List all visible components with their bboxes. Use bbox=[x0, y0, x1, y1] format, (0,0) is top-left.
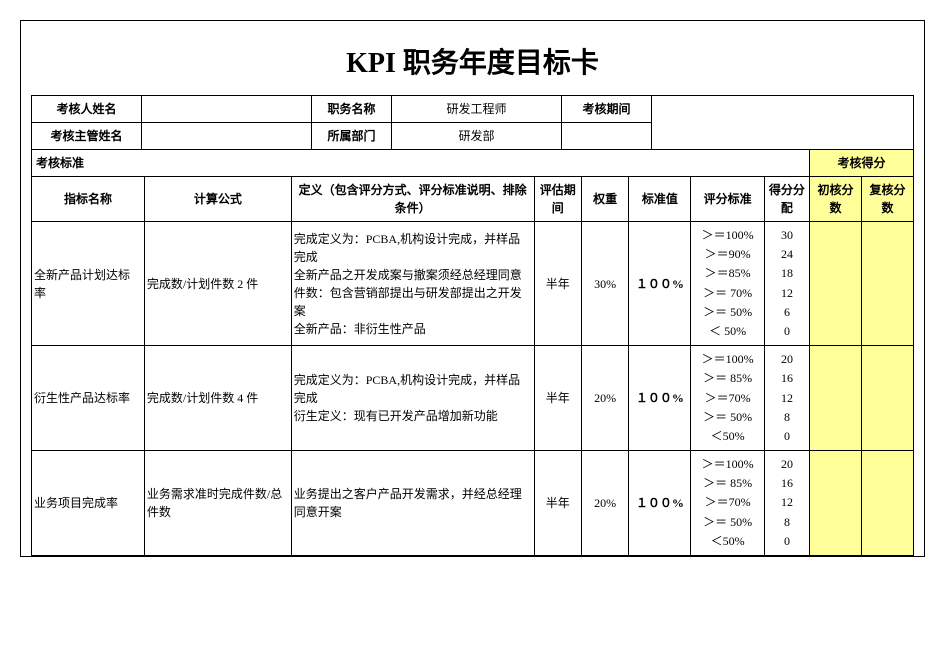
scoring-pts: 30 bbox=[767, 226, 807, 245]
scoring-pts: 16 bbox=[767, 474, 807, 493]
cell-score-alloc: 20161280 bbox=[764, 346, 809, 451]
label-period: 考核期间 bbox=[562, 96, 652, 123]
scoring-pts-list: 20161280 bbox=[767, 455, 807, 551]
scoring-pts: 0 bbox=[767, 427, 807, 446]
value-position: 研发工程师 bbox=[392, 96, 562, 123]
scoring-pts: 24 bbox=[767, 245, 807, 264]
scoring-pts-list: 3024181260 bbox=[767, 226, 807, 341]
table-row: 全新产品计划达标率完成数/计划件数 2 件完成定义为：PCBA,机构设计完成，并… bbox=[32, 222, 914, 346]
label-position: 职务名称 bbox=[312, 96, 392, 123]
cell-review-score bbox=[861, 346, 913, 451]
scoring-cond: ＞＝90% bbox=[693, 245, 761, 264]
scoring-cond: ＞＝ 70% bbox=[693, 284, 761, 303]
cell-formula: 完成数/计划件数 2 件 bbox=[144, 222, 291, 346]
cell-scoring-std: ＞＝100%＞＝90%＞＝85%＞＝ 70%＞＝ 50%＜ 50% bbox=[691, 222, 764, 346]
scoring-cond-list: ＞＝100%＞＝ 85%＞＝70%＞＝ 50%＜50% bbox=[693, 455, 761, 551]
scoring-cond-list: ＞＝100%＞＝90%＞＝85%＞＝ 70%＞＝ 50%＜ 50% bbox=[693, 226, 761, 341]
cell-score-alloc: 20161280 bbox=[764, 451, 809, 556]
value-supervisor bbox=[142, 123, 312, 150]
scoring-pts: 18 bbox=[767, 264, 807, 283]
cell-formula: 完成数/计划件数 4 件 bbox=[144, 346, 291, 451]
col-review-score: 复核分数 bbox=[861, 177, 913, 222]
col-indicator: 指标名称 bbox=[32, 177, 145, 222]
header-table: 考核人姓名 职务名称 研发工程师 考核期间 考核主管姓名 所属部门 研发部 bbox=[31, 95, 914, 150]
table-row: 衍生性产品达标率完成数/计划件数 4 件完成定义为：PCBA,机构设计完成，并样… bbox=[32, 346, 914, 451]
scoring-cond: ＜50% bbox=[693, 532, 761, 551]
cell-definition: 完成定义为：PCBA,机构设计完成，并样品完成全新产品之开发成案与撤案须经总经理… bbox=[291, 222, 534, 346]
scoring-cond: ＞＝ 85% bbox=[693, 474, 761, 493]
col-eval-period: 评估期间 bbox=[534, 177, 581, 222]
value-assessee bbox=[142, 96, 312, 123]
section-criteria: 考核标准 bbox=[32, 150, 810, 177]
scoring-pts: 0 bbox=[767, 532, 807, 551]
cell-indicator: 业务项目完成率 bbox=[32, 451, 145, 556]
scoring-cond: ＞＝ 50% bbox=[693, 513, 761, 532]
cell-eval-period: 半年 bbox=[534, 222, 581, 346]
cell-scoring-std: ＞＝100%＞＝ 85%＞＝70%＞＝ 50%＜50% bbox=[691, 346, 764, 451]
scoring-pts: 12 bbox=[767, 493, 807, 512]
cell-eval-period: 半年 bbox=[534, 451, 581, 556]
col-first-score: 初核分数 bbox=[810, 177, 862, 222]
value-department: 研发部 bbox=[392, 123, 562, 150]
col-weight: 权重 bbox=[581, 177, 628, 222]
cell-eval-period: 半年 bbox=[534, 346, 581, 451]
scoring-cond: ＞＝100% bbox=[693, 226, 761, 245]
scoring-pts: 20 bbox=[767, 350, 807, 369]
cell-score-alloc: 3024181260 bbox=[764, 222, 809, 346]
scoring-pts: 20 bbox=[767, 455, 807, 474]
scoring-cond: ＞＝ 50% bbox=[693, 303, 761, 322]
cell-definition: 业务提出之客户产品开发需求，并经总经理同意开案 bbox=[291, 451, 534, 556]
col-definition: 定义（包含评分方式、评分标准说明、排除条件） bbox=[291, 177, 534, 222]
scoring-cond: ＞＝70% bbox=[693, 493, 761, 512]
cell-standard-value: １００% bbox=[629, 451, 691, 556]
scoring-cond: ＞＝100% bbox=[693, 350, 761, 369]
cell-indicator: 衍生性产品达标率 bbox=[32, 346, 145, 451]
cell-review-score bbox=[861, 451, 913, 556]
col-score-alloc: 得分分配 bbox=[764, 177, 809, 222]
col-formula: 计算公式 bbox=[144, 177, 291, 222]
scoring-cond: ＞＝ 85% bbox=[693, 369, 761, 388]
cell-first-score bbox=[810, 346, 862, 451]
scoring-cond: ＜ 50% bbox=[693, 322, 761, 341]
cell-scoring-std: ＞＝100%＞＝ 85%＞＝70%＞＝ 50%＜50% bbox=[691, 451, 764, 556]
cell-standard-value: １００% bbox=[629, 346, 691, 451]
value-period bbox=[652, 96, 914, 150]
cell-first-score bbox=[810, 222, 862, 346]
cell-review-score bbox=[861, 222, 913, 346]
scoring-cond: ＞＝ 50% bbox=[693, 408, 761, 427]
cell-weight: 30% bbox=[581, 222, 628, 346]
scoring-pts: 12 bbox=[767, 284, 807, 303]
page-title: KPI 职务年度目标卡 bbox=[31, 41, 914, 81]
scoring-cond: ＞＝100% bbox=[693, 455, 761, 474]
cell-weight: 20% bbox=[581, 451, 628, 556]
scoring-pts-list: 20161280 bbox=[767, 350, 807, 446]
cell-indicator: 全新产品计划达标率 bbox=[32, 222, 145, 346]
scoring-pts: 16 bbox=[767, 369, 807, 388]
scoring-cond-list: ＞＝100%＞＝ 85%＞＝70%＞＝ 50%＜50% bbox=[693, 350, 761, 446]
scoring-pts: 12 bbox=[767, 389, 807, 408]
cell-weight: 20% bbox=[581, 346, 628, 451]
scoring-cond: ＜50% bbox=[693, 427, 761, 446]
section-score: 考核得分 bbox=[810, 150, 914, 177]
label-supervisor: 考核主管姓名 bbox=[32, 123, 142, 150]
cell-definition: 完成定义为：PCBA,机构设计完成，并样品完成衍生定义：现有已开发产品增加新功能 bbox=[291, 346, 534, 451]
cell-standard-value: １００% bbox=[629, 222, 691, 346]
scoring-pts: 0 bbox=[767, 322, 807, 341]
scoring-cond: ＞＝85% bbox=[693, 264, 761, 283]
scoring-pts: 8 bbox=[767, 408, 807, 427]
col-standard-value: 标准值 bbox=[629, 177, 691, 222]
label-assessee: 考核人姓名 bbox=[32, 96, 142, 123]
kpi-card: KPI 职务年度目标卡 考核人姓名 职务名称 研发工程师 考核期间 考核主管姓名… bbox=[20, 20, 925, 557]
scoring-pts: 6 bbox=[767, 303, 807, 322]
scoring-cond: ＞＝70% bbox=[693, 389, 761, 408]
col-scoring-std: 评分标准 bbox=[691, 177, 764, 222]
table-row: 业务项目完成率业务需求准时完成件数/总件数业务提出之客户产品开发需求，并经总经理… bbox=[32, 451, 914, 556]
cell-formula: 业务需求准时完成件数/总件数 bbox=[144, 451, 291, 556]
kpi-table: 考核标准 考核得分 指标名称 计算公式 定义（包含评分方式、评分标准说明、排除条… bbox=[31, 149, 914, 556]
cell-first-score bbox=[810, 451, 862, 556]
scoring-pts: 8 bbox=[767, 513, 807, 532]
label-department: 所属部门 bbox=[312, 123, 392, 150]
